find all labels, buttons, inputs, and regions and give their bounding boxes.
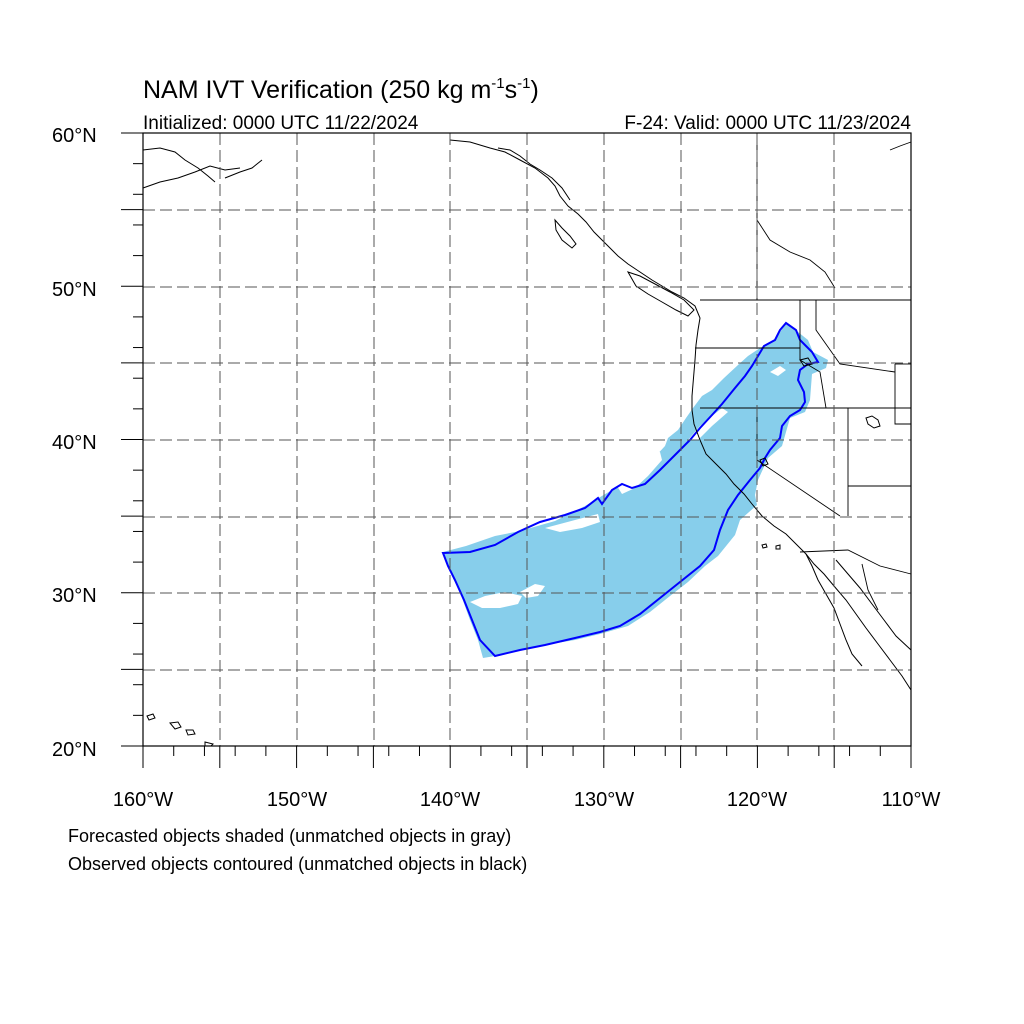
channel-island-1 bbox=[761, 543, 768, 549]
forecast-gap-5 bbox=[688, 408, 728, 440]
lon-label-110: 110°W bbox=[882, 789, 941, 811]
observed-contour bbox=[441, 321, 820, 658]
init-time-label: Initialized: 0000 UTC 11/22/2024 bbox=[143, 113, 419, 134]
axis-ticks bbox=[121, 132, 912, 768]
lat-axis-labels: 60°N 50°N 40°N 30°N 20°N bbox=[52, 125, 97, 761]
great-salt-lake bbox=[865, 415, 881, 429]
channel-island-2 bbox=[775, 544, 781, 550]
lon-axis-labels: 160°W 150°W 140°W 130°W 120°W 110°W bbox=[113, 789, 941, 811]
lon-label-140: 140°W bbox=[420, 789, 480, 811]
lat-label-50: 50°N bbox=[52, 279, 97, 301]
lat-label-60: 60°N bbox=[52, 125, 97, 147]
lon-label-120: 120°W bbox=[727, 789, 787, 811]
alexander-archipelago bbox=[497, 147, 571, 201]
forecast-gap-4 bbox=[520, 584, 545, 598]
hawaii-island-2 bbox=[169, 721, 182, 730]
forecast-gap-3 bbox=[470, 592, 522, 608]
forecast-shaded-area bbox=[443, 323, 828, 658]
us-mexico-border bbox=[799, 549, 912, 575]
kodiak-coast bbox=[224, 159, 263, 179]
id-mt-border bbox=[815, 300, 896, 373]
lakes bbox=[759, 357, 881, 467]
lake-tahoe bbox=[759, 457, 769, 467]
hudson-border bbox=[889, 141, 912, 151]
forecast-ivt-object bbox=[443, 323, 828, 658]
lat-label-20: 20°N bbox=[52, 739, 97, 761]
wy-border bbox=[894, 364, 911, 425]
legend-observed-note: Observed objects contoured (unmatched ob… bbox=[68, 854, 527, 874]
lat-label-40: 40°N bbox=[52, 432, 97, 454]
coastlines bbox=[142, 139, 912, 747]
map-panel bbox=[121, 132, 912, 768]
vancouver-island bbox=[626, 271, 695, 317]
valid-time-label: F-24: Valid: 0000 UTC 11/23/2024 bbox=[624, 113, 911, 134]
baja-coast bbox=[805, 553, 863, 667]
map-title: NAM IVT Verification (250 kg m-1s-1) bbox=[143, 75, 539, 104]
gulf-of-california-coast bbox=[835, 559, 912, 651]
graticule bbox=[143, 133, 911, 746]
legend-forecast-note: Forecasted objects shaded (unmatched obj… bbox=[68, 826, 511, 846]
forecast-gap-1 bbox=[612, 452, 662, 494]
forecast-gap-2 bbox=[545, 514, 600, 532]
haida-gwaii bbox=[554, 218, 577, 249]
lake-idaho bbox=[799, 357, 813, 367]
forecast-gap-6 bbox=[770, 366, 786, 376]
hawaii-island-1 bbox=[146, 713, 156, 721]
lon-label-130: 130°W bbox=[574, 789, 634, 811]
bc-alberta-border bbox=[756, 219, 836, 289]
hawaii-island-3 bbox=[185, 729, 196, 736]
alaska-coast-1 bbox=[142, 147, 216, 183]
id-border bbox=[799, 300, 827, 409]
lat-label-30: 30°N bbox=[52, 585, 97, 607]
sonora-border bbox=[861, 563, 879, 611]
lon-label-160: 160°W bbox=[113, 789, 173, 811]
lon-label-150: 150°W bbox=[267, 789, 327, 811]
north-america-coastline bbox=[449, 139, 912, 691]
alaska-coast-2 bbox=[142, 165, 241, 189]
